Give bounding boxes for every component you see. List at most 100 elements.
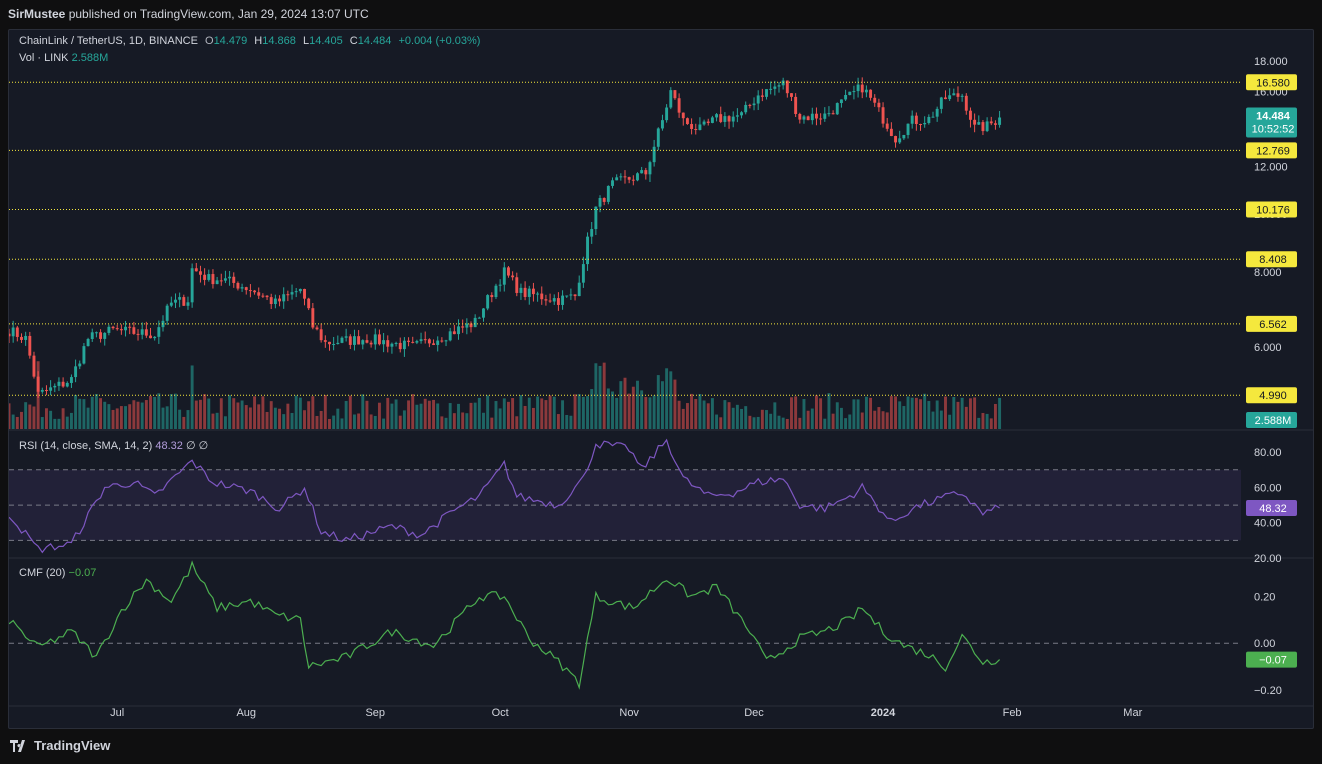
volume-bar xyxy=(290,412,294,429)
tradingview-brand[interactable]: TradingView xyxy=(10,738,110,753)
volume-bar xyxy=(294,395,298,429)
candle-body xyxy=(760,95,764,97)
candle-body xyxy=(340,337,344,343)
volume-bar xyxy=(769,413,773,429)
candle-body xyxy=(174,299,177,303)
volume-bar xyxy=(336,408,340,429)
volume-bar xyxy=(61,408,65,429)
volume-bar xyxy=(690,393,694,429)
candle-body xyxy=(864,89,868,93)
candle-body xyxy=(656,128,660,147)
time-axis-tick: Sep xyxy=(365,707,385,719)
volume-bar xyxy=(303,410,306,429)
candle-body xyxy=(215,280,219,285)
volume-bar xyxy=(253,396,257,429)
volume-title[interactable]: Vol · LINK xyxy=(19,52,69,64)
candle-body xyxy=(665,107,669,121)
volume-bar xyxy=(119,406,123,429)
volume-bar xyxy=(219,398,223,429)
candle-body xyxy=(407,340,411,342)
open-value: 14.479 xyxy=(213,35,248,47)
volume-bar xyxy=(427,400,431,429)
author-name[interactable]: SirMustee xyxy=(8,7,66,21)
volume-bar xyxy=(115,408,119,429)
volume-bar xyxy=(132,400,136,429)
volume-bar xyxy=(914,397,918,429)
rsi-axis-tick: 40.00 xyxy=(1254,518,1282,530)
candle-body xyxy=(952,93,956,96)
candle-body xyxy=(839,99,843,104)
volume-bar xyxy=(590,389,594,429)
brand-name: TradingView xyxy=(34,738,111,753)
high-label: H xyxy=(254,35,263,47)
volume-bar xyxy=(111,409,115,429)
candle-body xyxy=(278,298,281,302)
volume-bar xyxy=(536,396,540,429)
candle-body xyxy=(794,96,798,114)
volume-bar xyxy=(519,395,523,429)
rsi-title[interactable]: RSI (14, close, SMA, 14, 2) xyxy=(19,440,153,452)
candle-body xyxy=(207,274,211,280)
candle-body xyxy=(885,123,889,129)
candle-body xyxy=(419,339,423,342)
volume-bar xyxy=(652,395,656,429)
candle-body xyxy=(565,295,569,297)
candle-body xyxy=(223,278,227,281)
volume-bar xyxy=(69,412,73,429)
candle-body xyxy=(373,334,377,345)
candle-body xyxy=(40,389,44,392)
candle-body xyxy=(298,288,302,292)
candle-body xyxy=(9,333,11,337)
candle-body xyxy=(336,342,340,345)
symbol-title[interactable]: ChainLink / TetherUS, 1D, BINANCE xyxy=(19,35,198,47)
candle-body xyxy=(969,110,972,120)
candle-body xyxy=(910,115,914,124)
volume-bar xyxy=(419,403,423,429)
volume-bar xyxy=(673,379,677,429)
candle-body xyxy=(303,288,306,299)
volume-bar xyxy=(798,417,802,429)
cmf-line xyxy=(9,560,1001,690)
volume-bar xyxy=(540,398,544,429)
candle-body xyxy=(219,280,223,282)
candle-body xyxy=(939,97,943,109)
volume-tag xyxy=(1246,412,1297,428)
volume-bar xyxy=(157,393,161,429)
volume-bar xyxy=(153,397,157,429)
cmf-title[interactable]: CMF (20) xyxy=(19,567,66,579)
volume-bar xyxy=(315,415,319,429)
high-value: 14.868 xyxy=(262,35,296,47)
candle-body xyxy=(556,298,560,305)
candle-body xyxy=(698,124,702,130)
candle-body xyxy=(744,104,748,113)
volume-bar xyxy=(415,404,419,429)
volume-tag-label: 2.588M xyxy=(1255,415,1292,427)
chart-canvas[interactable]: 18.00016.00014.00012.00010.0008.0006.000… xyxy=(9,30,1314,729)
candle-body xyxy=(756,95,760,104)
time-axis-tick: Nov xyxy=(619,707,639,719)
candle-body xyxy=(731,116,735,122)
volume-bar xyxy=(565,414,569,429)
candle-body xyxy=(831,113,835,115)
level-tag xyxy=(1246,251,1297,268)
published-text: published on TradingView.com, Jan 29, 20… xyxy=(68,7,369,21)
volume-bar xyxy=(823,418,827,429)
volume-bar xyxy=(640,390,644,429)
volume-bar xyxy=(402,410,406,429)
candle-body xyxy=(477,317,481,319)
candle-body xyxy=(136,333,140,335)
candle-body xyxy=(810,113,814,121)
rsi-axis-tick: 80.00 xyxy=(1254,447,1282,459)
volume-bar xyxy=(727,402,731,429)
volume-bar xyxy=(282,414,286,429)
candle-body xyxy=(49,387,53,391)
volume-bar xyxy=(948,414,952,429)
volume-bar xyxy=(952,397,956,429)
candle-body xyxy=(440,340,444,342)
volume-bar xyxy=(785,418,789,429)
low-label: L xyxy=(302,35,310,47)
chart-frame[interactable]: 18.00016.00014.00012.00010.0008.0006.000… xyxy=(8,29,1314,729)
candle-body xyxy=(20,336,23,340)
candle-body xyxy=(90,332,94,340)
volume-bar xyxy=(15,416,19,429)
